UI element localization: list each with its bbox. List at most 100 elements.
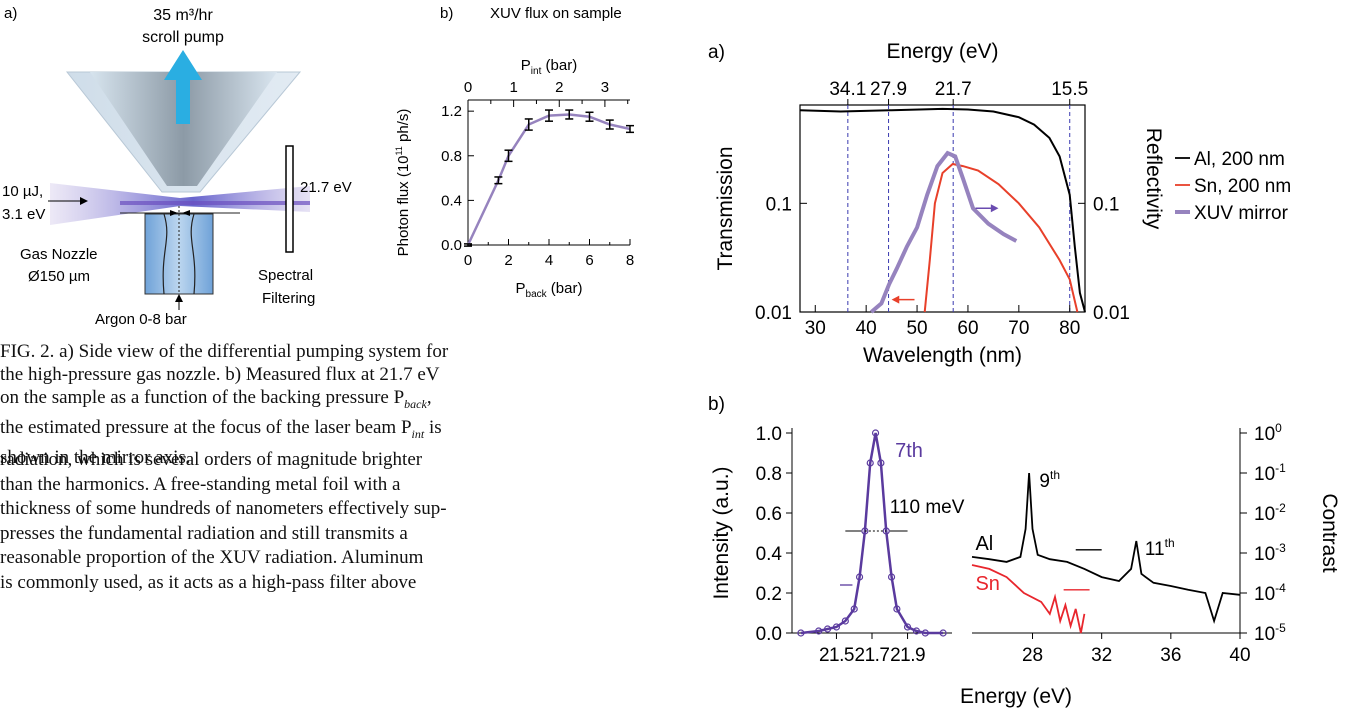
flux-series-line xyxy=(466,113,631,246)
panel-label: b) xyxy=(708,394,725,415)
y-tick-label: 1.0 xyxy=(756,424,782,445)
caption-line: the high-pressure gas nozzle. b) Measure… xyxy=(0,364,440,385)
annotation-7th: 7th xyxy=(895,440,923,462)
x-tick-label: 21.5 xyxy=(819,645,854,666)
x2-axis-label: Pint (bar) xyxy=(521,57,577,77)
y2-axis-label: Reflectivity xyxy=(1142,128,1165,230)
data-point xyxy=(850,605,858,613)
annotation-fwhm: 110 meV xyxy=(890,497,965,518)
arrow-head xyxy=(990,204,999,213)
x-tick-label: 8 xyxy=(626,252,634,269)
data-point xyxy=(797,629,805,637)
x-tick-label: 40 xyxy=(1229,645,1250,666)
x-tick-label: 6 xyxy=(585,252,593,269)
caption-line: on the sample as a function of the backi… xyxy=(0,387,432,411)
harmonic-spectrum-chart: b) 0.0 0.2 0.4 0.6 0.8 1.0 21.5 21.7 21.9 Intensit… xyxy=(708,394,1341,708)
y2-tick-label: 0.01 xyxy=(1093,303,1130,324)
pump-arrow-icon xyxy=(164,50,202,124)
x-tick-label: 28 xyxy=(1022,645,1043,666)
data-point xyxy=(861,527,869,535)
x-axis-label: Pback (bar) xyxy=(516,280,583,300)
body-line: than the harmonics. A free-standing meta… xyxy=(0,473,401,495)
body-line: radiation, which is several orders of ma… xyxy=(0,449,423,470)
filter-label-line1: Spectral xyxy=(258,267,313,284)
x2-tick-label: 3 xyxy=(601,79,609,96)
y-tick-label: 0.4 xyxy=(441,192,462,209)
data-point xyxy=(939,629,947,637)
x2-tick-label: 34.1 xyxy=(829,79,866,100)
series-label-sn: Sn xyxy=(975,573,999,595)
series-line-0 xyxy=(799,107,1086,313)
x-tick-label: 30 xyxy=(805,318,826,339)
x2-tick-label: 27.9 xyxy=(870,79,907,100)
y-tick-label: 1.2 xyxy=(441,103,462,120)
x-tick-label: 70 xyxy=(1008,318,1029,339)
chart-title: XUV flux on sample xyxy=(490,5,622,22)
y2-tick-label: 10-3 xyxy=(1254,541,1286,565)
y-tick-label: 0.1 xyxy=(766,194,792,215)
x-tick-label: 40 xyxy=(856,318,877,339)
nozzle-label-line1: Gas Nozzle xyxy=(20,246,98,263)
caption-line: shown in the mirror axis. xyxy=(0,446,191,468)
nozzle-label-line2: Ø150 µm xyxy=(28,268,90,285)
y-tick-label: 0.4 xyxy=(756,544,783,565)
series-line-Sn xyxy=(971,564,1086,634)
x2-axis-label: Energy (eV) xyxy=(886,40,998,63)
argon-label: Argon 0-8 bar xyxy=(95,311,187,328)
data-point xyxy=(855,573,864,581)
legend-label: Sn, 200 nm xyxy=(1194,176,1291,197)
panel-label: a) xyxy=(708,42,725,63)
data-point xyxy=(815,627,823,635)
y2-tick-label: 10-5 xyxy=(1254,621,1286,645)
panel-b-label: b) xyxy=(440,5,453,22)
x2-tick-label: 15.5 xyxy=(1051,79,1088,100)
filter-label-line2: Filtering xyxy=(262,290,315,307)
y2-axis-label: Contrast xyxy=(1318,493,1341,573)
x-tick-label: 21.7 xyxy=(855,645,890,666)
plot-frame xyxy=(799,104,1086,313)
gas-inflow-arrow-icon xyxy=(175,294,183,302)
pump-cone-inner xyxy=(90,72,277,186)
y2-tick-label: 10-4 xyxy=(1254,581,1286,605)
x-tick-label: 60 xyxy=(957,318,978,339)
body-paragraph: radiation, which is several orders of ma… xyxy=(0,448,672,595)
body-line: presses the fundamental radiation and st… xyxy=(0,522,408,544)
data-point xyxy=(912,627,921,635)
peak-7th-line xyxy=(800,432,944,635)
data-point xyxy=(903,623,912,631)
legend-label: XUV mirror xyxy=(1194,203,1289,224)
laser-label-line2: 3.1 eV xyxy=(2,206,45,223)
x2-tick-label: 1 xyxy=(509,79,517,96)
arrow-right-icon xyxy=(80,197,88,205)
data-point xyxy=(887,573,896,581)
y2-tick-label: 0.1 xyxy=(1093,194,1119,215)
x-tick-label: 36 xyxy=(1160,645,1181,666)
x2-tick-label: 21.7 xyxy=(935,79,972,100)
x-tick-label: 2 xyxy=(504,252,512,269)
x-tick-label: 21.9 xyxy=(890,645,925,666)
x-tick-label: 80 xyxy=(1059,318,1080,339)
y-tick-label: 0.8 xyxy=(441,148,462,165)
series-line-1 xyxy=(923,162,1079,313)
annotation-9th: 9th xyxy=(1039,468,1060,492)
legend-label: Al, 200 nm xyxy=(1194,149,1285,170)
series-line-2 xyxy=(870,150,1018,314)
data-point xyxy=(823,625,832,633)
data-point xyxy=(921,629,929,637)
data-point xyxy=(871,429,880,437)
x2-tick-label: 2 xyxy=(555,79,563,96)
spectral-filter xyxy=(285,145,294,253)
x-tick-label: 4 xyxy=(545,252,553,269)
data-point xyxy=(832,623,841,631)
figure-caption: FIG. 2. a) Side view of the differential… xyxy=(0,340,672,469)
data-point xyxy=(893,605,901,613)
y-tick-label: 0.01 xyxy=(755,303,792,324)
data-point xyxy=(882,527,890,535)
body-line: thickness of some hundreds of nanometers… xyxy=(0,498,447,519)
pump-label-line2: scroll pump xyxy=(142,29,224,46)
x2-tick-label: 0 xyxy=(464,79,472,96)
data-point xyxy=(866,459,874,467)
pump-label-line1: 35 m³/hr xyxy=(153,7,213,24)
y-tick-label: 0.2 xyxy=(756,584,782,605)
y-tick-label: 0.0 xyxy=(441,237,462,254)
